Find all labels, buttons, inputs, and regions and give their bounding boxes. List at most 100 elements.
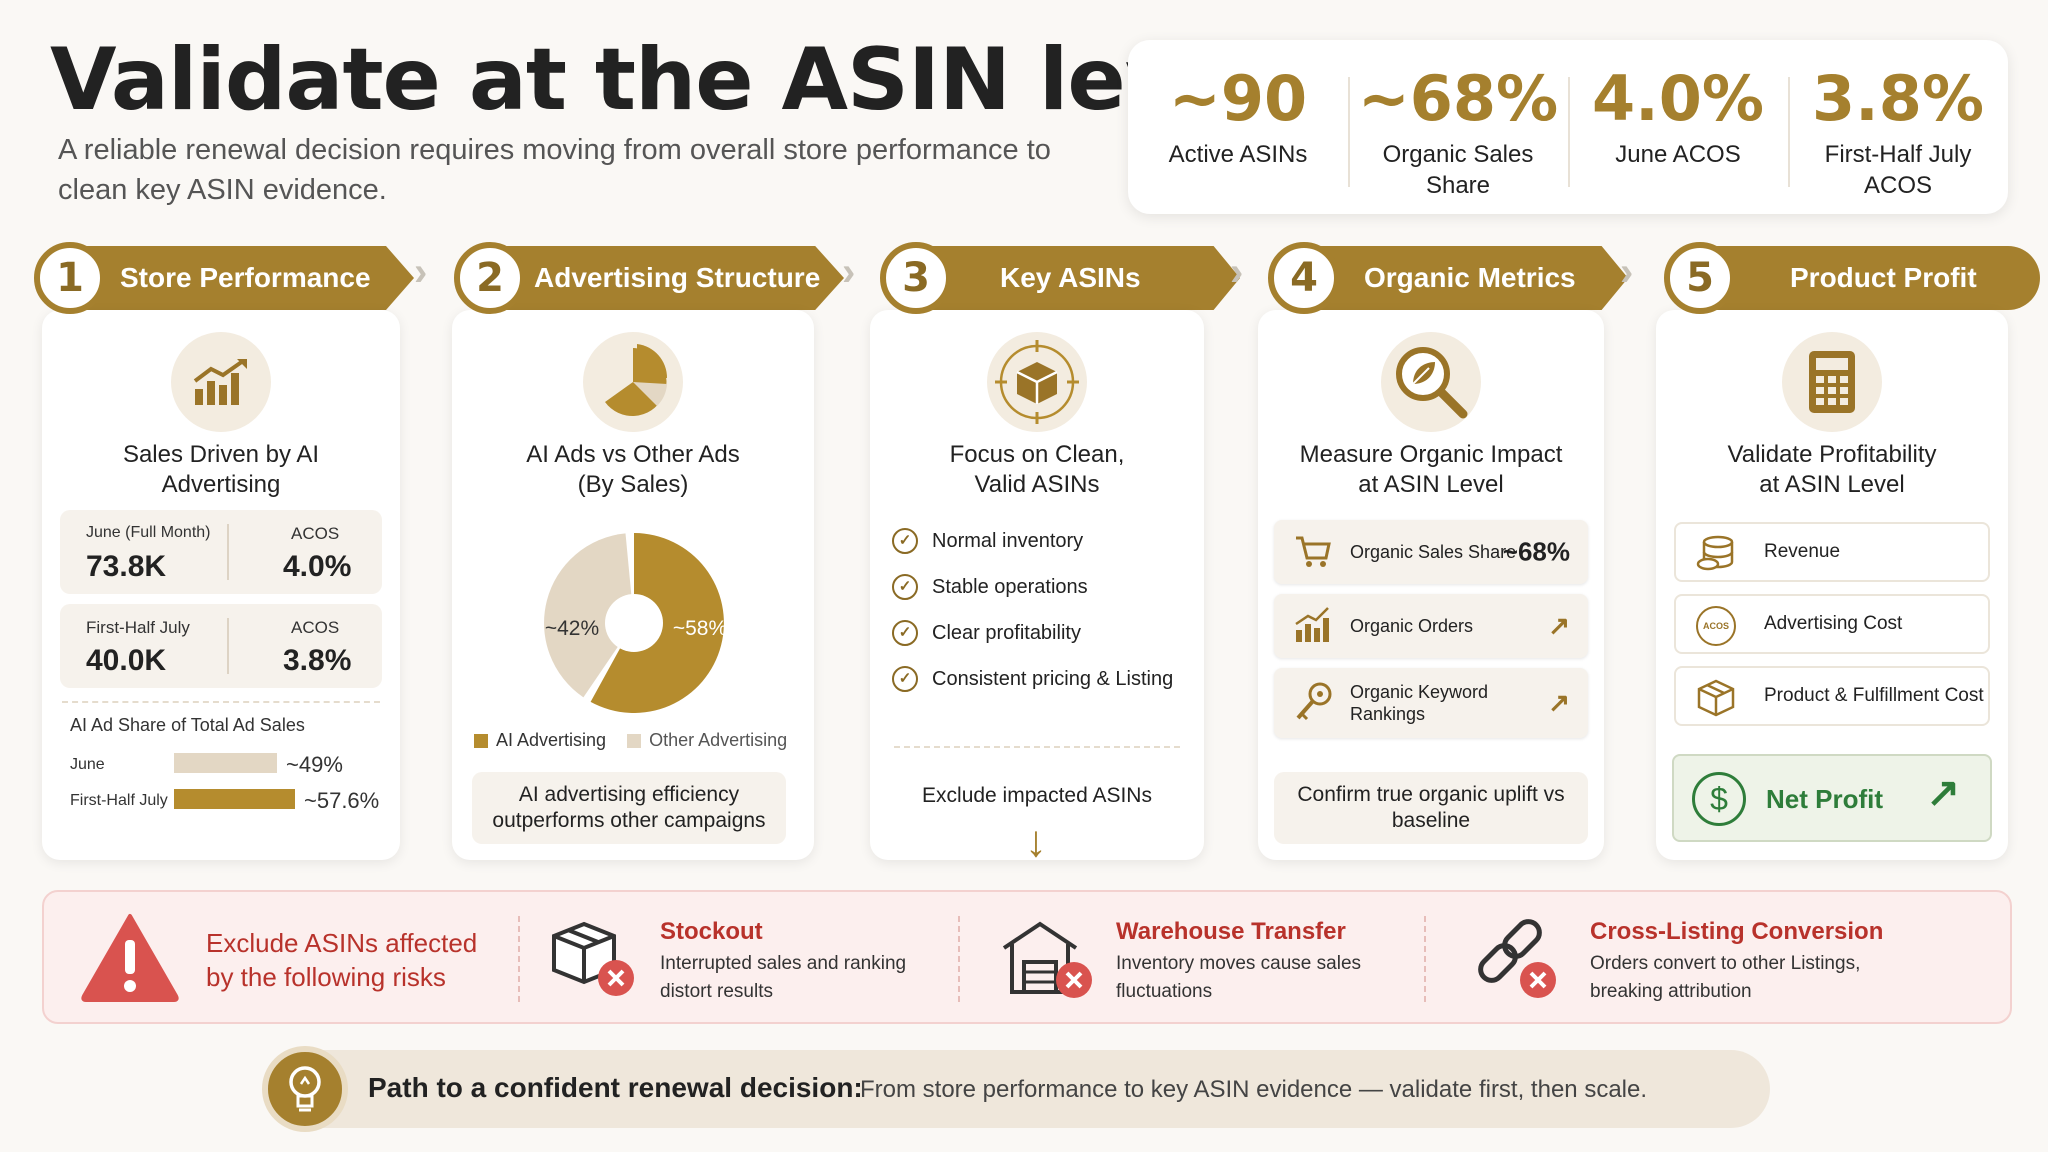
- key-icon: [1294, 680, 1334, 729]
- profit-row-label: Revenue: [1764, 541, 1841, 562]
- card-title: Validate Profitability at ASIN Level: [1727, 441, 1937, 498]
- organic-row: Organic Orders ↗: [1274, 594, 1588, 658]
- stat-label: First-Half July ACOS: [1824, 141, 1972, 199]
- step-number: 3: [880, 242, 952, 314]
- divider: [227, 618, 230, 674]
- check-label: Clear profitability: [932, 621, 1081, 644]
- chevron-right-icon: ›: [414, 250, 428, 294]
- warehouse-icon: [1000, 918, 1100, 1007]
- check-item: ✓ Clear profitability: [892, 620, 1081, 646]
- stat-label: June ACOS: [1615, 141, 1741, 168]
- stat-june-acos: 4.0% June ACOS: [1568, 57, 1788, 197]
- organic-note: Confirm true organic uplift vs baseline: [1274, 772, 1588, 844]
- organic-row-value: ~68%: [1502, 536, 1570, 567]
- arrow-down-icon: ↓: [1025, 817, 1047, 866]
- box-icon: [1696, 678, 1736, 723]
- divider: [894, 746, 1180, 748]
- check-item: ✓ Normal inventory: [892, 528, 1083, 554]
- organic-row-label: Organic Orders: [1350, 616, 1474, 636]
- divider: [227, 524, 230, 580]
- organic-row: Organic Keyword Rankings ↗: [1274, 668, 1588, 738]
- profit-row: Product & Fulfillment Cost: [1674, 666, 1990, 726]
- share-row-label: First-Half July: [70, 792, 168, 809]
- risk-desc: Inventory moves cause sales fluctuations: [1116, 953, 1362, 1002]
- risk-title: Stockout: [660, 918, 763, 945]
- card-title: Focus on Clean, Valid ASINs: [949, 441, 1125, 498]
- profit-row-label: Advertising Cost: [1764, 613, 1903, 634]
- share-row-value: ~49%: [286, 752, 343, 777]
- june-label: June (Full Month): [86, 524, 211, 541]
- july-label: First-Half July: [86, 618, 190, 637]
- step-number: 1: [34, 242, 106, 314]
- page-title: Validate at the ASIN level: [50, 30, 1267, 130]
- step-number: 4: [1268, 242, 1340, 314]
- check-icon: ✓: [892, 620, 918, 646]
- check-icon: ✓: [892, 574, 918, 600]
- stat-label: Organic Sales Share: [1382, 141, 1534, 199]
- chevron-right-icon: ›: [1620, 250, 1634, 294]
- acos-label: ACOS: [291, 524, 340, 543]
- risk-title: Warehouse Transfer: [1116, 918, 1346, 945]
- profit-row: Revenue: [1674, 522, 1990, 582]
- dollar-icon: $: [1692, 772, 1746, 826]
- card-title: AI Ads vs Other Ads (By Sales): [526, 441, 740, 498]
- stat-value: 4.0%: [1592, 62, 1764, 135]
- step-3-header: 3 Key ASINs: [880, 242, 1240, 314]
- divider: [62, 701, 380, 703]
- check-label: Stable operations: [932, 575, 1088, 598]
- step-title: Advertising Structure: [484, 246, 844, 310]
- stockout-box-icon: [550, 920, 640, 1005]
- june-share-bar: [174, 753, 277, 773]
- stat-organic-share: ~68% Organic Sales Share: [1348, 57, 1568, 199]
- box-target-icon: [987, 332, 1087, 432]
- check-icon: ✓: [892, 528, 918, 554]
- chart-legend: AI Advertising Other Advertising: [474, 730, 787, 751]
- advertising-structure-card: AI Ads vs Other Ads (By Sales) ~58% ~42%…: [452, 310, 814, 860]
- step-title: Organic Metrics: [1298, 246, 1628, 310]
- stat-label: Active ASINs: [1168, 141, 1308, 168]
- step-5-header: 5 Product Profit: [1664, 242, 2040, 314]
- legend-ai: AI Advertising: [496, 730, 607, 750]
- coins-icon: [1696, 534, 1736, 579]
- stats-panel: ~90 Active ASINs ~68% Organic Sales Share …: [1128, 40, 2008, 214]
- path-label: Path to a confident renewal decision:: [368, 1072, 863, 1103]
- cart-icon: [1294, 532, 1332, 575]
- card-title: Sales Driven by AI Advertising: [122, 441, 320, 498]
- share-row-label: June: [70, 756, 105, 773]
- product-profit-card: Validate Profitability at ASIN Level Rev…: [1656, 310, 2008, 860]
- key-asins-card: Focus on Clean, Valid ASINs ✓ Normal inve…: [870, 310, 1204, 860]
- lightbulb-icon: [262, 1046, 348, 1132]
- check-item: ✓ Stable operations: [892, 574, 1088, 600]
- chevron-right-icon: ›: [1230, 250, 1244, 294]
- july-acos-value: 3.8%: [283, 644, 352, 677]
- july-value: 40.0K: [86, 644, 167, 677]
- step-1-header: 1 Store Performance: [34, 242, 414, 314]
- acos-badge: ACOS: [1702, 621, 1729, 631]
- bar-chart-icon: [1294, 606, 1332, 649]
- store-performance-card: Sales Driven by AI Advertising June (Ful…: [42, 310, 400, 860]
- broken-link-icon: [1472, 918, 1562, 1007]
- check-item: ✓ Consistent pricing & Listing: [892, 666, 1173, 692]
- divider: [958, 916, 960, 1002]
- step-title: Store Performance: [64, 246, 414, 310]
- path-text: From store performance to key ASIN evide…: [860, 1076, 1648, 1103]
- step-2-header: 2 Advertising Structure: [454, 242, 844, 314]
- other-slice-label: ~42%: [545, 617, 599, 640]
- organic-row-label: Organic Keyword Rankings: [1350, 682, 1489, 724]
- adstruct-note: AI advertising efficiency outperforms ot…: [472, 772, 786, 844]
- net-profit-box: $ Net Profit ↗: [1672, 754, 1992, 842]
- warning-icon: [80, 912, 180, 1007]
- organic-row: Organic Sales Share ~68%: [1274, 520, 1588, 584]
- organic-metrics-card: Measure Organic Impact at ASIN Level Org…: [1258, 310, 1604, 860]
- acos-icon: ACOS: [1696, 606, 1736, 646]
- divider: [1424, 916, 1426, 1002]
- chevron-right-icon: ›: [842, 250, 856, 294]
- path-banner: Path to a confident renewal decision: Fr…: [270, 1050, 1770, 1128]
- organic-row-label: Organic Sales Share: [1350, 542, 1517, 562]
- growth-chart-icon: [171, 332, 271, 432]
- risk-intro: Exclude ASINs affected by the following …: [206, 928, 478, 992]
- acos-label: ACOS: [291, 618, 340, 637]
- legend-swatch: [474, 734, 488, 749]
- july-metric-box: First-Half July 40.0K ACOS 3.8%: [60, 604, 382, 688]
- arrow-up-right-icon: ↗: [1548, 687, 1570, 718]
